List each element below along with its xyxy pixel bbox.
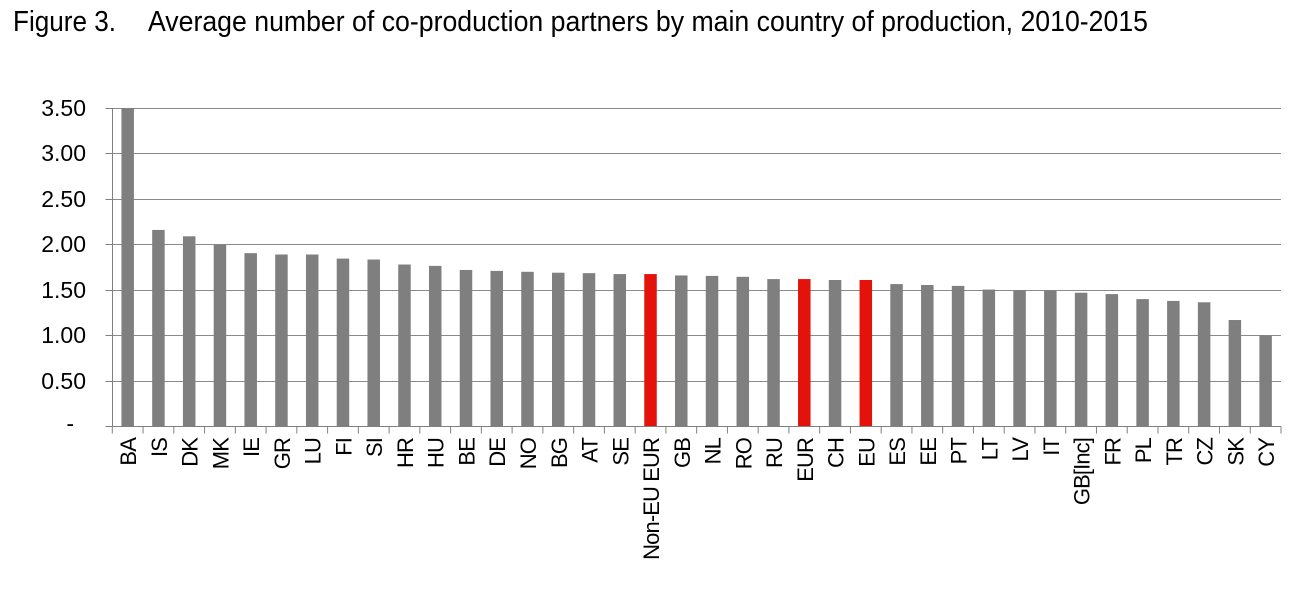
svg-text:EU: EU bbox=[854, 438, 879, 467]
svg-text:FI: FI bbox=[331, 438, 356, 456]
svg-text:1.00: 1.00 bbox=[41, 322, 86, 348]
svg-text:SK: SK bbox=[1223, 437, 1248, 466]
svg-text:IS: IS bbox=[147, 438, 172, 457]
svg-text:PT: PT bbox=[947, 438, 972, 465]
svg-text:IT: IT bbox=[1039, 438, 1064, 456]
svg-text:SI: SI bbox=[362, 438, 387, 457]
svg-text:2.00: 2.00 bbox=[41, 231, 86, 257]
svg-text:3.50: 3.50 bbox=[41, 95, 86, 121]
svg-text:Average number of co-productio: Average number of co-production partners… bbox=[148, 6, 1148, 38]
svg-text:NL: NL bbox=[701, 437, 726, 464]
svg-text:EE: EE bbox=[916, 438, 941, 466]
svg-text:CZ: CZ bbox=[1193, 438, 1218, 466]
svg-text:EUR: EUR bbox=[793, 438, 818, 482]
svg-text:RO: RO bbox=[731, 437, 756, 469]
svg-text:NO: NO bbox=[516, 437, 541, 469]
svg-text:BA: BA bbox=[116, 437, 141, 466]
svg-text:-: - bbox=[66, 411, 74, 437]
svg-text:2.50: 2.50 bbox=[41, 186, 86, 212]
svg-text:GB[Inc]: GB[Inc] bbox=[1070, 438, 1095, 505]
svg-text:DK: DK bbox=[178, 437, 203, 467]
svg-text:IE: IE bbox=[239, 438, 264, 457]
svg-text:GB: GB bbox=[670, 438, 695, 468]
svg-text:AT: AT bbox=[578, 438, 603, 463]
svg-text:SE: SE bbox=[608, 438, 633, 466]
svg-text:BG: BG bbox=[547, 438, 572, 468]
svg-text:PL: PL bbox=[1131, 437, 1156, 463]
svg-text:BE: BE bbox=[454, 438, 479, 466]
svg-text:CH: CH bbox=[824, 438, 849, 468]
svg-text:MK: MK bbox=[208, 437, 233, 469]
svg-text:DE: DE bbox=[485, 438, 510, 467]
svg-text:RU: RU bbox=[762, 438, 787, 468]
svg-text:TR: TR bbox=[1162, 438, 1187, 466]
svg-text:3.00: 3.00 bbox=[41, 140, 86, 166]
svg-text:Figure 3.: Figure 3. bbox=[13, 6, 116, 38]
svg-text:HU: HU bbox=[424, 438, 449, 468]
svg-text:Non-EU EUR: Non-EU EUR bbox=[639, 438, 664, 560]
svg-text:HR: HR bbox=[393, 438, 418, 468]
svg-text:1.50: 1.50 bbox=[41, 277, 86, 303]
svg-text:CY: CY bbox=[1254, 437, 1279, 467]
svg-text:LV: LV bbox=[1008, 437, 1033, 462]
svg-text:LT: LT bbox=[977, 438, 1002, 461]
svg-text:GR: GR bbox=[270, 438, 295, 469]
svg-text:LU: LU bbox=[301, 438, 326, 464]
svg-text:FR: FR bbox=[1100, 438, 1125, 466]
svg-text:ES: ES bbox=[885, 438, 910, 466]
svg-text:0.50: 0.50 bbox=[41, 368, 86, 394]
